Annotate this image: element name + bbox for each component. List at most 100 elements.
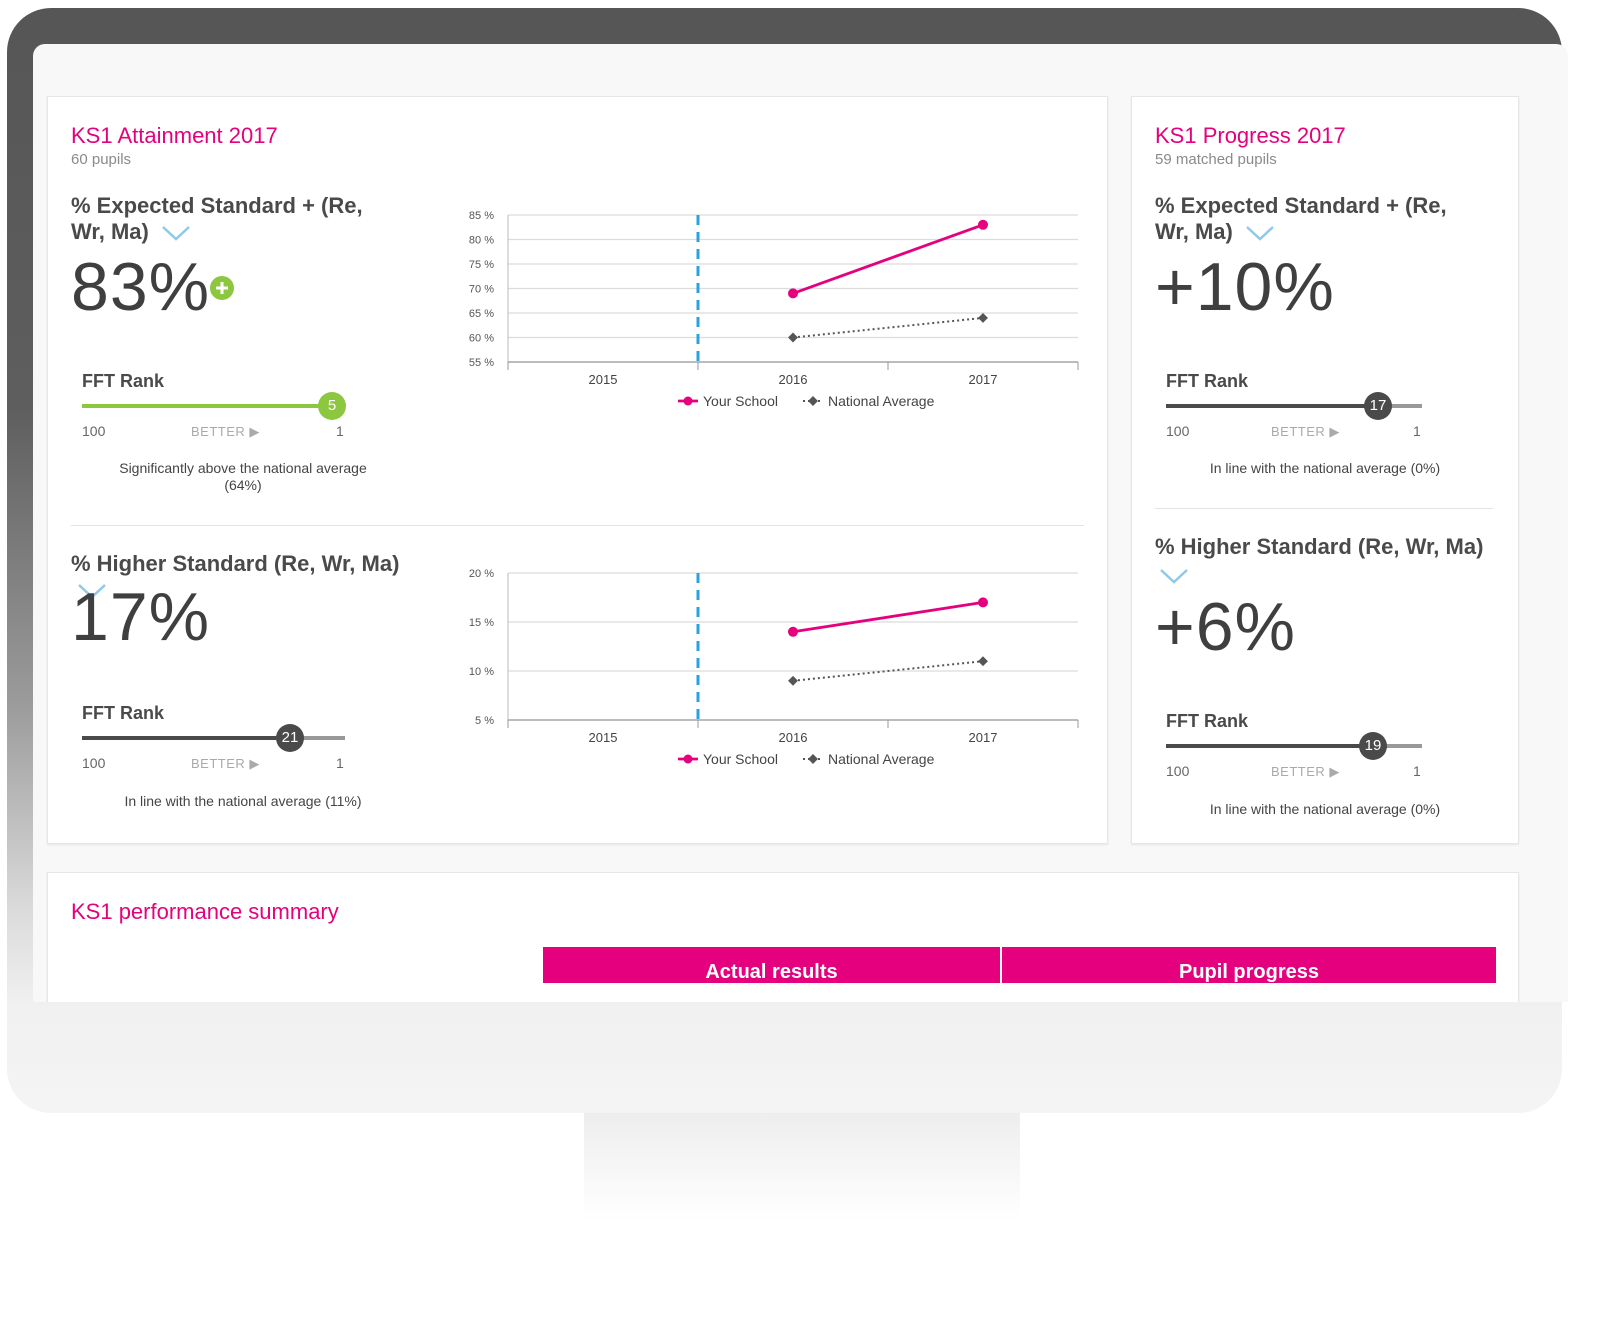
y-tick-label: 55 % xyxy=(469,357,494,369)
series-line xyxy=(792,223,984,295)
rank-better-label: BETTER ▶ xyxy=(1271,764,1340,779)
arrow-right-icon: ▶ xyxy=(1329,764,1340,779)
chevron-down-icon[interactable] xyxy=(1245,225,1275,241)
section-divider xyxy=(71,525,1084,526)
rank-better-label: BETTER ▶ xyxy=(191,756,260,771)
series-line xyxy=(792,660,984,682)
monitor-stand xyxy=(584,1113,1020,1221)
data-point xyxy=(788,675,798,686)
rank-note: In line with the national average (0%) xyxy=(1209,801,1441,817)
actual-results-header[interactable]: Actual results xyxy=(543,947,1000,983)
legend-swatch-marker xyxy=(808,396,818,406)
legend-label: National Average xyxy=(828,393,935,409)
y-tick-label: 15 % xyxy=(469,617,494,629)
expected-trend-chart: 55 % 60 % 65 % 70 % 75 % 80 % 85 % 2015 2016 2017… xyxy=(469,210,1079,409)
summary-card: KS1 performance summary Actual results P… xyxy=(47,872,1519,1002)
y-tick-label: 75 % xyxy=(469,259,494,271)
attainment-title: KS1 Attainment 2017 xyxy=(71,123,278,148)
rank-note: Significantly above the national average… xyxy=(119,460,367,493)
progress-subtitle: 59 matched pupils xyxy=(1155,151,1277,168)
rank-track-fill xyxy=(1166,404,1378,408)
y-tick-label: 5 % xyxy=(475,715,494,727)
fft-rank-label: FFT Rank xyxy=(82,371,165,391)
series-line xyxy=(792,601,984,634)
chevron-down-icon[interactable] xyxy=(77,583,107,599)
y-tick-label: 10 % xyxy=(469,666,494,678)
rank-low-label: 100 xyxy=(1166,423,1190,439)
x-tick-label: 2015 xyxy=(589,372,618,387)
section-divider xyxy=(1155,508,1493,509)
arrow-right-icon: ▶ xyxy=(1329,424,1340,439)
legend-label: National Average xyxy=(828,751,935,767)
data-point xyxy=(978,312,988,323)
rank-note: In line with the national average (11%) xyxy=(124,793,362,809)
x-tick-label: 2016 xyxy=(779,372,808,387)
data-point xyxy=(978,219,988,230)
expected-measure-label: % Expected Standard + (Re, Wr, Ma) xyxy=(71,193,363,244)
data-point xyxy=(788,626,798,637)
chevron-down-icon[interactable] xyxy=(161,225,191,241)
rank-track-rest xyxy=(1378,404,1422,408)
y-tick-label: 65 % xyxy=(469,308,494,320)
x-tick-label: 2017 xyxy=(969,730,998,745)
y-tick-label: 70 % xyxy=(469,284,494,296)
fft-rank-label: FFT Rank xyxy=(1166,711,1249,731)
rank-badge[interactable]: 17 xyxy=(1364,392,1392,420)
pupil-progress-header[interactable]: Pupil progress xyxy=(1002,947,1496,983)
chevron-down-icon[interactable] xyxy=(1159,568,1189,584)
legend-swatch-marker xyxy=(683,754,693,764)
higher-measure-heading[interactable]: % Higher Standard (Re, Wr, Ma) xyxy=(71,551,431,603)
rank-track-fill xyxy=(82,404,332,408)
rank-track-fill xyxy=(1166,744,1373,748)
expected-measure-heading[interactable]: % Expected Standard + (Re, Wr, Ma) xyxy=(71,193,401,245)
higher-trend-chart: 5 % 10 % 15 % 20 % 2015 2016 2017 Your School Na… xyxy=(469,568,1079,767)
rank-low-label: 100 xyxy=(82,423,106,439)
data-point xyxy=(978,656,988,667)
y-tick-label: 80 % xyxy=(469,235,494,247)
rank-better-label: BETTER ▶ xyxy=(191,424,260,439)
x-tick-label: 2016 xyxy=(779,730,808,745)
rank-track-fill xyxy=(82,736,290,740)
progress-title: KS1 Progress 2017 xyxy=(1155,123,1346,148)
progress-higher-label: % Higher Standard (Re, Wr, Ma) xyxy=(1155,534,1484,559)
progress-higher-value: +6% xyxy=(1155,589,1296,665)
arrow-right-icon: ▶ xyxy=(249,756,260,771)
higher-value: 17% xyxy=(71,579,211,655)
y-tick-label: 60 % xyxy=(469,333,494,345)
legend-swatch-marker xyxy=(683,396,693,406)
chart-legend: Your School National Average xyxy=(678,393,935,409)
y-tick-label: 20 % xyxy=(469,568,494,580)
expected-value: 83% xyxy=(71,249,211,325)
plus-circle-icon[interactable] xyxy=(209,275,235,301)
rank-badge[interactable]: 19 xyxy=(1359,732,1387,760)
progress-expected-label: % Expected Standard + (Re, Wr, Ma) xyxy=(1155,193,1447,244)
arrow-right-icon: ▶ xyxy=(249,424,260,439)
x-tick-label: 2015 xyxy=(589,730,618,745)
series-line xyxy=(792,316,984,339)
rank-high-label: 1 xyxy=(336,755,344,771)
rank-low-label: 100 xyxy=(82,755,106,771)
higher-measure-label: % Higher Standard (Re, Wr, Ma) xyxy=(71,551,400,576)
x-tick-label: 2017 xyxy=(969,372,998,387)
rank-high-label: 1 xyxy=(336,423,344,439)
progress-higher-heading[interactable]: % Higher Standard (Re, Wr, Ma) xyxy=(1155,534,1485,586)
rank-badge[interactable]: 5 xyxy=(318,392,346,420)
chart-legend: Your School National Average xyxy=(678,751,935,767)
rank-better-label: BETTER ▶ xyxy=(1271,424,1340,439)
data-point xyxy=(978,597,988,608)
y-tick-label: 85 % xyxy=(469,210,494,222)
legend-swatch-marker xyxy=(808,754,818,764)
progress-expected-value: +10% xyxy=(1155,249,1335,325)
rank-badge[interactable]: 21 xyxy=(276,724,304,752)
rank-track-rest xyxy=(290,736,345,740)
attainment-card: KS1 Attainment 2017 60 pupils % Expected… xyxy=(47,96,1108,844)
rank-track-rest xyxy=(1373,744,1422,748)
fft-rank-label: FFT Rank xyxy=(1166,371,1249,391)
legend-label: Your School xyxy=(703,751,778,767)
fft-rank-label: FFT Rank xyxy=(82,703,165,723)
data-point xyxy=(788,332,798,343)
rank-high-label: 1 xyxy=(1413,423,1421,439)
progress-expected-heading[interactable]: % Expected Standard + (Re, Wr, Ma) xyxy=(1155,193,1485,245)
data-point xyxy=(788,288,798,299)
attainment-subtitle: 60 pupils xyxy=(71,151,132,168)
